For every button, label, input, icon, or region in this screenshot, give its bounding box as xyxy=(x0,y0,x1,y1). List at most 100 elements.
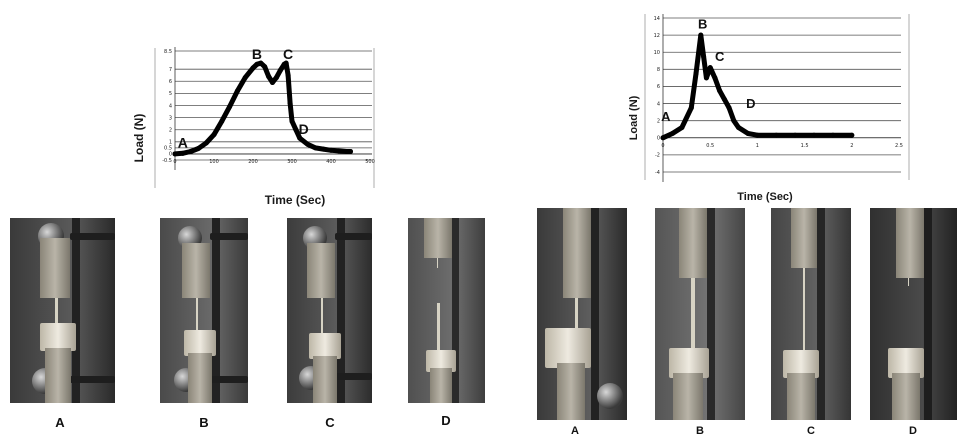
chart1-y-tick-4: 4 xyxy=(657,101,660,107)
chart0-point-29 xyxy=(336,148,342,154)
chart1-x-tick-0: 0 xyxy=(661,143,664,149)
chart0-y-tick-5: 3 xyxy=(169,115,172,121)
chart1-point-5 xyxy=(698,32,704,38)
chart0-point-31 xyxy=(348,149,353,155)
chart0-point-14 xyxy=(266,73,272,79)
chart0-point-26 xyxy=(312,145,318,151)
chart0-point-0 xyxy=(172,151,178,157)
chart1-point-13 xyxy=(731,118,737,124)
chart0-point-15 xyxy=(270,79,275,85)
chart1-point-14 xyxy=(736,125,742,131)
left-photo-label-b: B xyxy=(199,415,209,430)
right-photo-label-b: B xyxy=(696,425,704,437)
chart1-annotation-d: D xyxy=(746,96,755,111)
chart0-annotation-d: D xyxy=(299,121,309,137)
left-chart: -0.5 0 0.5 1 2 3 4 5 6 7 8.5 0 100 200 300 400 500 A B C D Ti… xyxy=(120,40,380,215)
right-chart: -4 -2 0 2 4 6 8 10 12 14 0 0.5 1 1.5 2 2.5 A B C D Time (Sec… xyxy=(625,8,925,208)
chart1-y-tick-1: -2 xyxy=(655,153,660,159)
chart1-point-8 xyxy=(707,65,713,71)
chart0-point-6 xyxy=(219,118,225,124)
chart0-y-tick-9: 7 xyxy=(169,67,172,73)
chart0-point-28 xyxy=(328,147,334,153)
chart0-x-tick-1: 100 xyxy=(209,159,219,165)
chart0-annotation-c: C xyxy=(283,46,293,62)
chart1-point-3 xyxy=(688,105,694,111)
chart1-y-tick-2: 0 xyxy=(657,136,660,142)
chart0-point-10 xyxy=(250,65,256,71)
chart0-annotation-a: A xyxy=(178,135,188,151)
chart0-y-tick-4: 2 xyxy=(169,128,172,134)
chart0-point-1 xyxy=(180,150,186,156)
chart0-point-17 xyxy=(277,67,283,73)
chart0-point-3 xyxy=(195,145,201,151)
chart1-x-tick-3: 1.5 xyxy=(801,143,809,149)
chart1-y-tick-7: 10 xyxy=(654,50,660,56)
chart1-point-19 xyxy=(811,132,817,138)
chart1-x-tick-4: 2 xyxy=(850,143,853,149)
chart1-point-21 xyxy=(849,132,855,138)
chart0-x-tick-0: 0 xyxy=(173,159,176,165)
chart1-y-tick-6: 8 xyxy=(657,67,660,73)
left-photo-label-d: D xyxy=(441,413,451,428)
right-photo-a xyxy=(537,208,627,420)
chart0-point-12 xyxy=(258,60,264,66)
chart1-point-9 xyxy=(712,75,718,81)
chart1-x-tick-1: 0.5 xyxy=(706,143,714,149)
chart0-x-tick-3: 300 xyxy=(287,159,297,165)
chart0-annotation-b: B xyxy=(252,46,262,62)
chart0-y-tick-8: 6 xyxy=(169,79,172,85)
left-photo-a xyxy=(10,218,115,403)
chart0-point-19 xyxy=(283,60,289,66)
chart0-y-tick-2: 0.5 xyxy=(164,146,172,152)
chart1-point-15 xyxy=(745,131,751,136)
chart1-y-tick-8: 12 xyxy=(654,33,660,39)
chart1-annotation-a: A xyxy=(661,109,671,124)
chart1-point-16 xyxy=(754,132,760,138)
left-photo-label-a: A xyxy=(55,415,65,430)
chart1-point-6 xyxy=(701,54,707,59)
chart0-point-25 xyxy=(305,141,311,147)
chart0-y-tick-10: 8.5 xyxy=(164,49,172,55)
chart1-point-20 xyxy=(830,132,836,138)
chart1-point-10 xyxy=(717,88,723,94)
left-photo-c xyxy=(287,218,372,403)
right-photo-label-a: A xyxy=(571,425,579,437)
chart0-y-axis-title: Load (N) xyxy=(132,114,146,163)
chart1-point-7 xyxy=(703,75,709,81)
chart1-point-11 xyxy=(721,96,727,102)
chart0-point-11 xyxy=(254,61,260,67)
chart0-point-22 xyxy=(289,118,295,124)
chart0-point-27 xyxy=(320,146,326,152)
chart0-point-8 xyxy=(234,88,240,94)
chart1-annotation-b: B xyxy=(698,17,707,32)
chart0-x-tick-4: 400 xyxy=(326,159,336,165)
chart0-point-30 xyxy=(344,149,350,155)
chart0-y-tick-3: 1 xyxy=(169,140,172,146)
chart0-point-21 xyxy=(287,100,293,106)
chart1-x-axis-title: Time (Sec) xyxy=(737,191,793,203)
chart0-point-20 xyxy=(285,72,291,78)
chart1-series-0 xyxy=(660,32,855,141)
right-photo-b xyxy=(655,208,745,420)
left-photo-label-c: C xyxy=(325,415,335,430)
right-photo-label-d: D xyxy=(909,425,917,437)
chart1-x-tick-5: 2.5 xyxy=(895,143,903,149)
chart0-x-axis-title: Time (Sec) xyxy=(265,193,325,207)
chart1-point-0 xyxy=(660,135,666,141)
chart0-y-tick-6: 4 xyxy=(169,103,172,109)
left-photo-d xyxy=(408,218,485,403)
chart0-point-4 xyxy=(203,140,209,146)
chart1-y-tick-5: 6 xyxy=(657,84,660,90)
chart0-point-2 xyxy=(188,149,194,155)
chart0-point-9 xyxy=(242,75,248,81)
chart0-x-tick-5: 500 xyxy=(365,159,375,165)
chart0-point-24 xyxy=(297,135,303,141)
chart0-point-23 xyxy=(293,127,299,133)
chart1-x-tick-2: 1 xyxy=(756,143,759,149)
chart0-point-7 xyxy=(227,104,233,110)
right-photo-label-c: C xyxy=(807,425,815,437)
chart0-point-16 xyxy=(273,75,279,81)
chart1-point-4 xyxy=(693,71,699,77)
